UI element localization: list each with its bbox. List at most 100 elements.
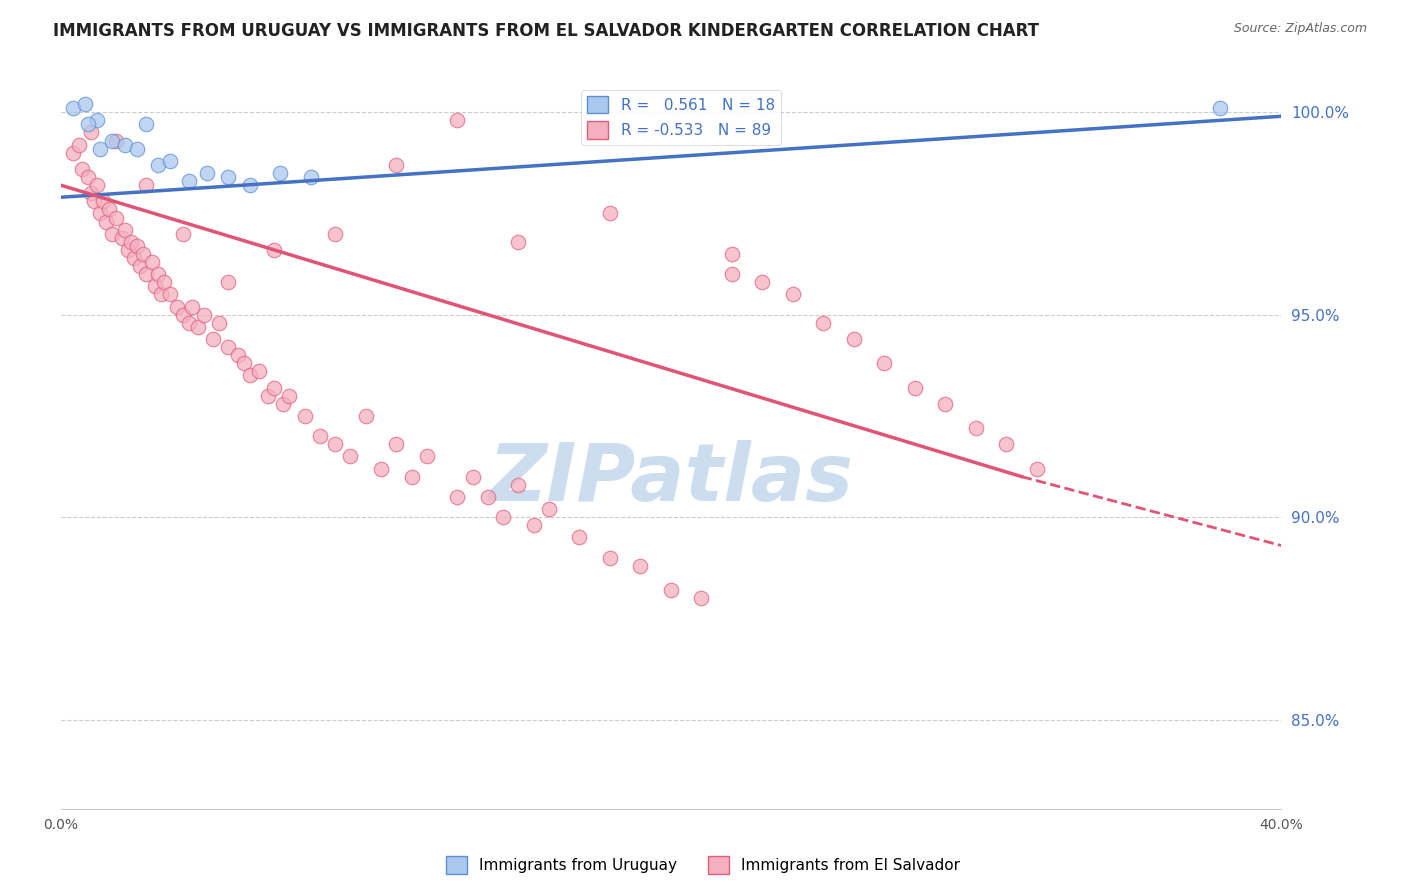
Point [187,319,209,334]
Point [599,550,621,565]
Point [125,239,148,253]
Point [508,235,530,249]
Point [132,247,155,261]
Point [965,421,987,435]
Point [522,518,544,533]
Point [813,316,835,330]
Point [117,243,139,257]
Point [73,97,96,112]
Point [401,469,423,483]
Point [150,287,173,301]
Point [537,502,560,516]
Point [247,364,270,378]
Point [461,469,484,483]
Point [77,169,100,184]
Point [782,287,804,301]
Point [339,450,361,464]
Point [721,267,744,281]
Point [323,227,346,241]
Point [239,178,262,193]
Point [278,389,301,403]
Point [172,308,194,322]
Point [104,134,127,148]
Point [159,287,181,301]
Point [416,450,439,464]
Point [114,222,136,236]
Point [193,308,215,322]
Point [101,134,124,148]
Point [208,316,231,330]
Point [159,153,181,168]
Point [80,186,103,201]
Point [77,117,100,131]
Point [239,368,262,383]
Point [446,113,468,128]
Point [263,381,285,395]
Point [195,166,218,180]
Point [114,137,136,152]
Point [599,206,621,220]
Point [492,510,515,524]
Point [135,267,157,281]
Point [294,409,316,423]
Point [172,227,194,241]
Point [873,356,896,370]
Text: IMMIGRANTS FROM URUGUAY VS IMMIGRANTS FROM EL SALVADOR KINDERGARTEN CORRELATION : IMMIGRANTS FROM URUGUAY VS IMMIGRANTS FR… [53,22,1039,40]
Point [101,227,124,241]
Point [995,437,1018,451]
Point [125,142,148,156]
Point [91,194,114,209]
Point [904,381,927,395]
Legend: R =   0.561   N = 18, R = -0.533   N = 89: R = 0.561 N = 18, R = -0.533 N = 89 [581,90,780,145]
Point [217,169,239,184]
Point [202,332,225,346]
Text: Source: ZipAtlas.com: Source: ZipAtlas.com [1233,22,1367,36]
Point [1209,101,1232,115]
Point [177,316,200,330]
Point [257,389,280,403]
Point [568,530,591,544]
Point [628,558,651,573]
Point [232,356,254,370]
Point [120,235,142,249]
Point [70,161,93,176]
Point [751,275,773,289]
Point [299,169,322,184]
Point [446,490,468,504]
Point [508,477,530,491]
Point [96,214,118,228]
Point [89,206,111,220]
Point [153,275,176,289]
Point [385,158,408,172]
Point [67,137,90,152]
Point [62,101,84,115]
Point [62,145,84,160]
Point [370,461,392,475]
Point [80,126,103,140]
Point [86,113,108,128]
Point [1026,461,1049,475]
Point [122,251,145,265]
Point [98,202,121,217]
Point [180,300,202,314]
Point [104,211,127,225]
Point [217,340,239,354]
Point [166,300,188,314]
Point [148,158,170,172]
Point [263,243,285,257]
Point [141,255,163,269]
Text: ZIPatlas: ZIPatlas [488,440,853,518]
Point [269,166,291,180]
Point [385,437,408,451]
Point [83,194,105,209]
Point [323,437,346,451]
Point [309,429,332,443]
Point [690,591,713,606]
Legend: Immigrants from Uruguay, Immigrants from El Salvador: Immigrants from Uruguay, Immigrants from… [440,850,966,880]
Point [177,174,200,188]
Point [217,275,239,289]
Point [129,259,152,273]
Point [659,582,682,597]
Point [477,490,499,504]
Point [143,279,166,293]
